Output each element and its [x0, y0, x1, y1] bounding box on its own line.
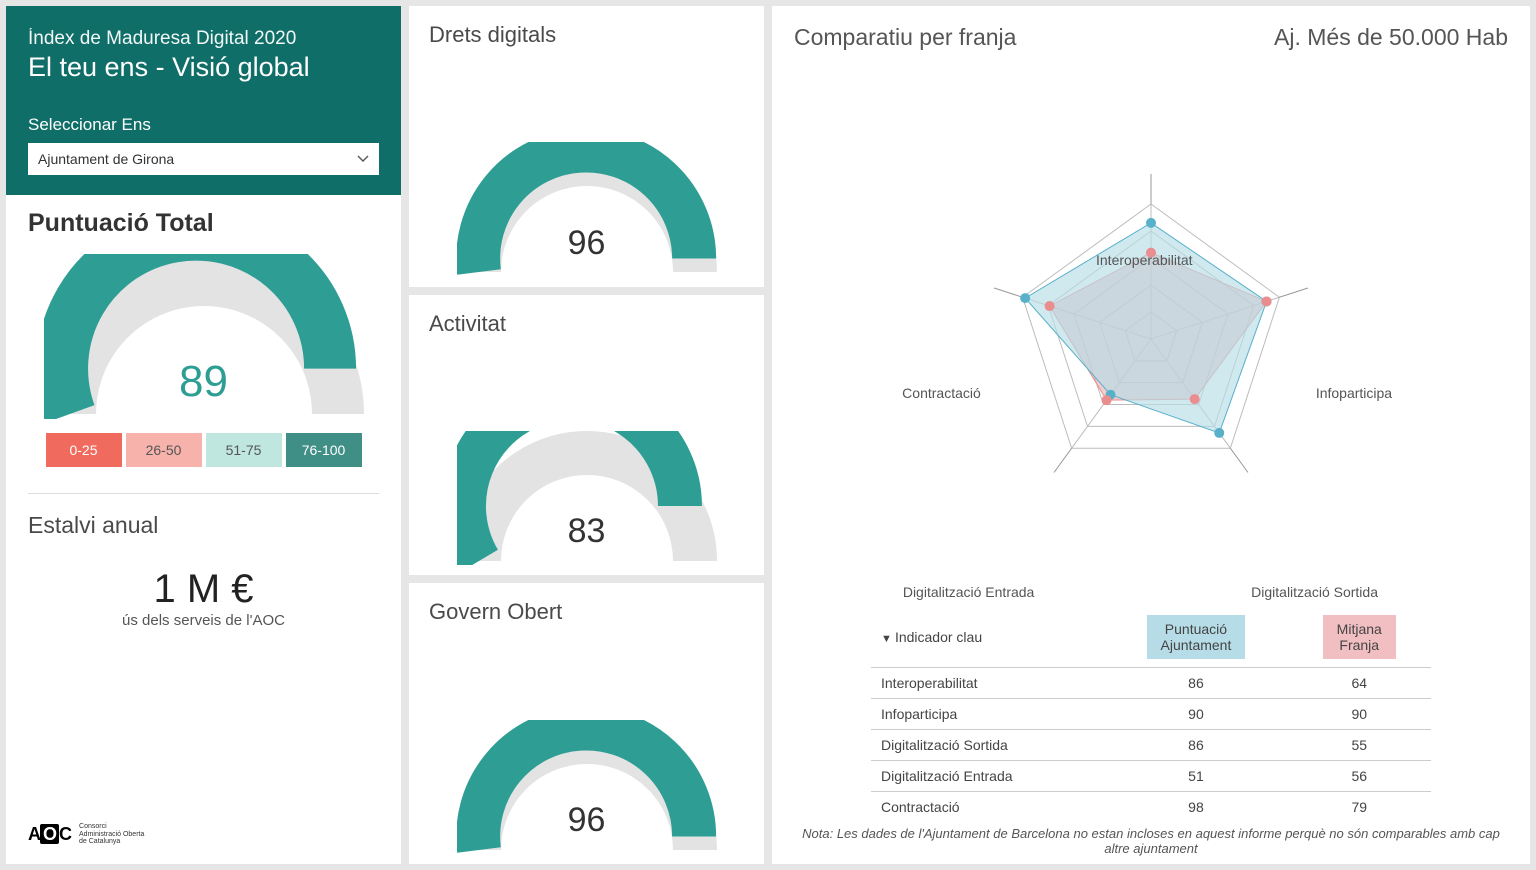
total-gauge: 89: [28, 254, 379, 419]
estalvi-sub: ús dels serveis de l'AOC: [28, 612, 379, 629]
header-subtitle: Índex de Maduresa Digital 2020: [28, 28, 379, 50]
table-row: Digitalització Sortida8655: [871, 730, 1431, 761]
mini-gauge-title: Activitat: [429, 311, 744, 337]
radar-axis-label: Interoperabilitat: [1096, 252, 1193, 268]
select-label: Seleccionar Ens: [28, 115, 379, 135]
radar-axis-label: Digitalització Entrada: [903, 584, 1035, 600]
radar-axis-label: Contractació: [902, 385, 981, 401]
table-row: Interoperabilitat8664: [871, 668, 1431, 699]
radar-axis-label: Infoparticipa: [1316, 385, 1392, 401]
table-row: Infoparticipa9090: [871, 699, 1431, 730]
legend-chip: 26-50: [126, 433, 202, 467]
logo-text: Consorci Administració Oberta de Catalun…: [79, 823, 144, 846]
divider: [28, 493, 379, 494]
radar-chart: Interoperabilitat Infoparticipa Digitalitz…: [794, 51, 1508, 607]
entity-select-value: Ajuntament de Girona: [38, 151, 174, 167]
mini-gauge-title: Govern Obert: [429, 599, 744, 625]
mini-gauge: 96: [429, 48, 744, 277]
mini-gauge: 96: [429, 625, 744, 854]
score-title: Puntuació Total: [28, 209, 379, 238]
legend-chip: 76-100: [286, 433, 362, 467]
score-legend: 0-2526-5051-7576-100: [28, 433, 379, 467]
comparison-card: Comparatiu per franja Aj. Més de 50.000 …: [772, 6, 1530, 864]
total-gauge-value: 89: [179, 357, 228, 407]
radar-axis-label: Digitalització Sortida: [1251, 584, 1378, 600]
chevron-down-icon: [357, 153, 369, 165]
mini-gauge-card: Drets digitals 96: [409, 6, 764, 287]
sort-desc-icon: ▼: [881, 633, 895, 645]
mini-gauge-title: Drets digitals: [429, 22, 744, 48]
table-row: Digitalització Entrada5156: [871, 761, 1431, 792]
mini-gauge-value: 83: [568, 512, 606, 551]
logo-mark: AOC: [28, 824, 71, 845]
table-header: Mitjana Franja: [1287, 607, 1431, 668]
table-header: Puntuació Ajuntament: [1104, 607, 1287, 668]
mini-gauge-value: 96: [568, 801, 606, 840]
estalvi-value: 1 M €: [28, 567, 379, 612]
footnote: Nota: Les dades de l'Ajuntament de Barce…: [794, 822, 1508, 856]
mini-gauge: 83: [429, 337, 744, 566]
header-card: Índex de Maduresa Digital 2020 El teu en…: [6, 6, 401, 195]
logo: AOC Consorci Administració Oberta de Cat…: [28, 809, 379, 846]
mini-gauge-card: Activitat 83: [409, 295, 764, 576]
legend-chip: 0-25: [46, 433, 122, 467]
comparison-title: Comparatiu per franja: [794, 24, 1016, 51]
mini-gauge-card: Govern Obert 96: [409, 583, 764, 864]
comparison-subtitle: Aj. Més de 50.000 Hab: [1274, 24, 1508, 51]
table-row: Contractació9879: [871, 792, 1431, 823]
estalvi-title: Estalvi anual: [28, 512, 379, 539]
mini-gauge-value: 96: [568, 224, 606, 263]
table-header[interactable]: ▼ Indicador clau: [871, 607, 1104, 668]
comparison-table: ▼ Indicador clauPuntuació AjuntamentMitj…: [871, 607, 1431, 822]
score-card: Puntuació Total 89 0-2526-5051-7576-100 …: [6, 195, 401, 864]
legend-chip: 51-75: [206, 433, 282, 467]
header-title: El teu ens - Visió global: [28, 52, 379, 83]
entity-select[interactable]: Ajuntament de Girona: [28, 143, 379, 175]
